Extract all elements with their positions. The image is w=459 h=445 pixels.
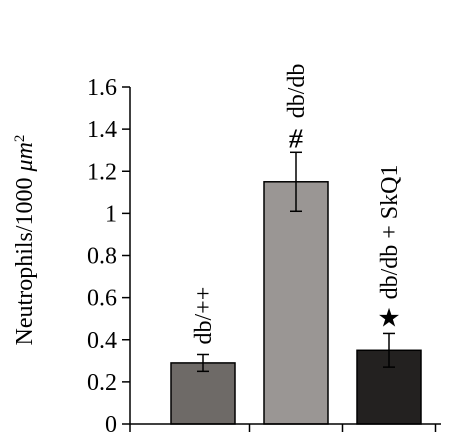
significance-marker: ★	[377, 303, 400, 332]
y-axis: 0 0.2 0.4 0.6 0.8 1 1.2 1.4 1.6	[87, 75, 131, 438]
y-tick-label: 1.6	[87, 75, 117, 101]
x-axis	[129, 423, 441, 432]
y-axis-label: Neutrophils/1000 μm2	[12, 135, 38, 346]
y-tick-label: 1	[105, 201, 117, 227]
significance-marker: ⧣	[289, 122, 304, 151]
y-tick-label: 1.2	[87, 159, 117, 185]
bars: db/++ ⧣ db/db ★ db/db + SkQ1	[170, 64, 422, 425]
y-tick-label: 0.2	[87, 370, 117, 396]
bar	[263, 181, 329, 425]
y-tick-label: 0.8	[87, 244, 117, 270]
y-tick-label: 0.6	[87, 286, 117, 312]
y-tick-label: 0	[105, 412, 117, 438]
bar-label: db/db	[284, 64, 310, 119]
bar-label: db/db + SkQ1	[377, 165, 403, 300]
y-tick-label: 0.4	[87, 328, 117, 354]
bar-label: db/++	[191, 287, 217, 345]
y-tick-label: 1.4	[87, 117, 117, 143]
